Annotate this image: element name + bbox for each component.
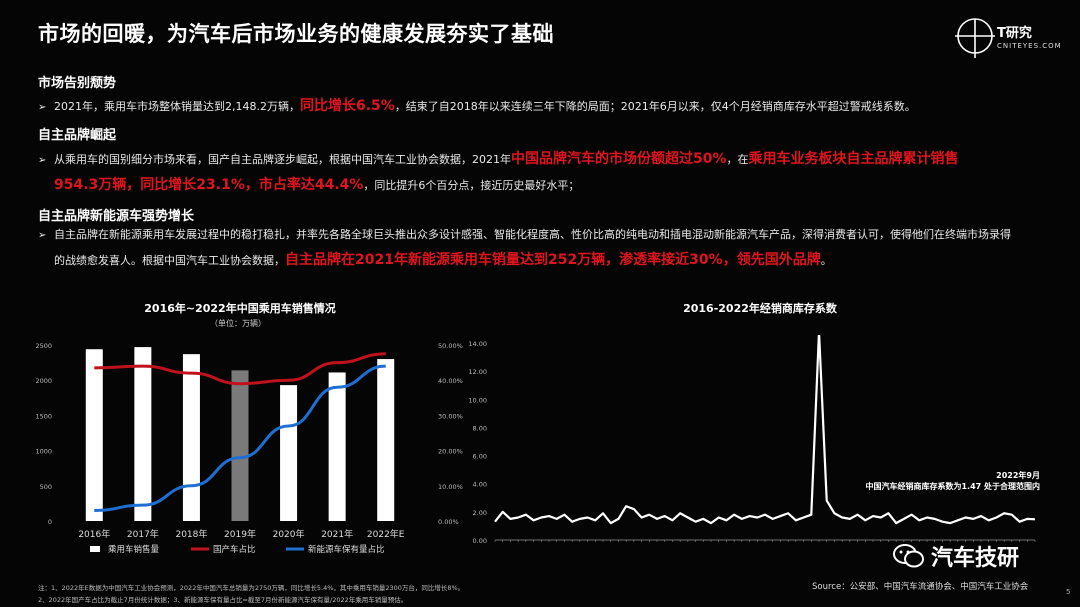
bar-mark — [85, 349, 103, 521]
bar-mark — [280, 385, 298, 521]
y-tick-label: 6.00 — [473, 453, 487, 461]
inventory-chart: 0.00 2.00 4.00 6.00 8.00 10.00 12.00 14.00 — [468, 335, 1036, 545]
legend-label: 乘用车销售量 — [108, 544, 160, 555]
bullet-arrow-icon: ➢ — [38, 102, 47, 113]
y2-tick-label: 30.00% — [438, 412, 463, 420]
bullet-arrow-icon: ➢ — [38, 155, 47, 166]
x-tick-label: 2016年 — [78, 528, 110, 540]
chart1-title: 2016年~2022年中国乘用车销售情况 — [144, 302, 336, 315]
x-tick-label: 2017年 — [127, 528, 159, 540]
legend-swatch — [90, 546, 100, 552]
series-line — [94, 364, 386, 512]
x-tick-label: 2022年E — [367, 528, 405, 540]
sales-chart: 0 500 1000 1500 2000 2500 0.00% 10.00% 20.00% 30.… — [35, 342, 463, 555]
series-line — [94, 352, 386, 386]
chart2-annotation: 2022年9月 中国汽车经销商库存系数为1.47 处于合理范围内 — [865, 471, 1040, 491]
y2-tick-label: 50.00% — [438, 342, 463, 350]
inventory-line — [494, 335, 1036, 525]
section-bullet-1: ➢ 2021年，乘用车市场整体销量达到2,148.2万辆，同比增长6.5%，结束了… — [38, 94, 1038, 120]
section-bullet-3: ➢ 自主品牌在新能源乘用车发展过程中的稳打稳扎，并率先各路全球巨头推出众多设计感强… — [38, 223, 1038, 273]
bar-mark — [328, 372, 346, 521]
watermark: 汽车技研 — [893, 540, 1019, 572]
y2-tick-label: 10.00% — [438, 483, 463, 491]
section-heading-3: 自主品牌新能源车强势增长 — [38, 209, 195, 224]
page-title: 市场的回暖，为汽车后市场业务的健康发展夯实了基础 — [38, 22, 554, 46]
chart1-unit: （单位：万辆） — [210, 319, 266, 328]
legend-label: 国产车占比 — [213, 544, 256, 555]
y2-tick-label: 40.00% — [438, 377, 463, 385]
y-tick-label: 2500 — [35, 342, 52, 350]
y-tick-label: 12.00 — [468, 368, 487, 376]
y-tick-label: 1000 — [35, 448, 52, 456]
logo-brand: T研究 — [997, 26, 1032, 41]
y-tick-label: 500 — [40, 483, 52, 491]
section-heading-2: 自主品牌崛起 — [38, 128, 117, 143]
y-tick-label: 2000 — [35, 377, 52, 385]
y-tick-label: 0.00 — [473, 537, 487, 545]
logo-sub: CNITEYES.COM — [997, 42, 1062, 50]
source-text: Source：公安部、中国汽车流通协会、中国汽车工业协会 — [812, 582, 1029, 592]
bar-mark — [182, 354, 200, 521]
section-bullet-2: ➢ 从乘用车的国别细分市场来看，国产自主品牌逐步崛起，根据中国汽车工业协会数据，2… — [38, 151, 959, 193]
logo: T研究 CNITEYES.COM — [955, 14, 1065, 58]
bar-mark — [231, 370, 249, 521]
x-tick-label: 2021年 — [321, 528, 353, 540]
logo-mark-icon — [955, 18, 995, 58]
y2-tick-label: 0.00% — [438, 518, 459, 526]
legend-label: 新能源车保有量占比 — [308, 544, 385, 555]
bullet-arrow-icon: ➢ — [38, 230, 47, 241]
section-heading-1: 市场告别颓势 — [38, 76, 117, 91]
wechat-icon — [893, 544, 924, 568]
x-tick-label: 2019年 — [224, 528, 256, 540]
chart2-title: 2016-2022年经销商库存系数 — [683, 302, 837, 315]
footnote-1: 注：1、2022年E数据为中国汽车工业协会预测，2022年中国汽车总销量为275… — [38, 584, 465, 592]
y-tick-label: 14.00 — [468, 340, 487, 348]
y-tick-label: 10.00 — [468, 396, 487, 404]
x-tick-label: 2018年 — [175, 528, 207, 540]
bar-mark — [134, 347, 152, 521]
bar-mark — [377, 359, 395, 521]
y-tick-label: 8.00 — [473, 424, 487, 432]
footnote-2: 2、2022年国产车占比为截止7月份统计数据；3、新能源车保有量占比=截至7月份… — [38, 596, 408, 604]
y-tick-label: 4.00 — [473, 481, 487, 489]
y-tick-label: 2.00 — [473, 509, 487, 517]
y2-tick-label: 20.00% — [438, 448, 463, 456]
x-tick-label: 2020年 — [273, 528, 305, 540]
y-tick-label: 1500 — [35, 412, 52, 420]
y-tick-label: 0 — [48, 518, 52, 526]
page-number: 5 — [1066, 588, 1071, 596]
